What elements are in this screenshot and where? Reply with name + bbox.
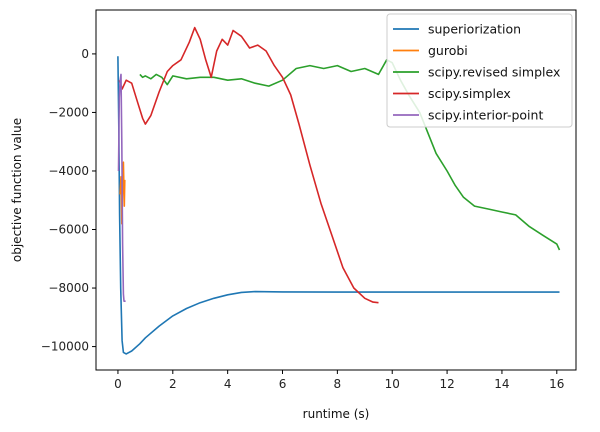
y-tick-label: −6000	[48, 223, 89, 237]
x-tick-label: 14	[494, 377, 509, 391]
ticks-layer: 0 2 4 6 8 10 12 14 16 −10000 −8000 −6000 −4000 −2000 0	[41, 47, 565, 391]
y-tick-label: 0	[81, 47, 89, 61]
y-tick-label: −4000	[48, 164, 89, 178]
series-line-3	[118, 26, 379, 304]
y-tick-label: −10000	[41, 340, 89, 354]
series-layer	[117, 26, 561, 355]
x-tick-label: 4	[224, 377, 232, 391]
x-tick-label: 16	[549, 377, 564, 391]
legend: superiorization gurobi scipy.revised simpl…	[386, 13, 573, 128]
legend-label: gurobi	[428, 43, 468, 58]
series-line-0	[117, 56, 560, 355]
legend-box	[386, 13, 573, 128]
legend-label: scipy.interior-point	[428, 108, 543, 123]
x-tick-label: 12	[439, 377, 454, 391]
y-tick-label: −2000	[48, 105, 89, 119]
series-line-4	[117, 73, 126, 302]
y-tick-label: −8000	[48, 281, 89, 295]
x-axis-label: runtime (s)	[303, 407, 370, 421]
x-tick-label: 0	[114, 377, 122, 391]
x-tick-label: 6	[279, 377, 287, 391]
legend-label: scipy.simplex	[428, 86, 511, 101]
x-tick-label: 8	[334, 377, 342, 391]
x-tick-label: 10	[385, 377, 400, 391]
series-line-2	[139, 59, 561, 251]
x-tick-label: 2	[169, 377, 177, 391]
plot-frame	[95, 9, 577, 371]
y-axis-label: objective function value	[10, 118, 24, 262]
legend-label: superiorization	[428, 22, 521, 37]
legend-label: scipy.revised simplex	[428, 65, 560, 80]
